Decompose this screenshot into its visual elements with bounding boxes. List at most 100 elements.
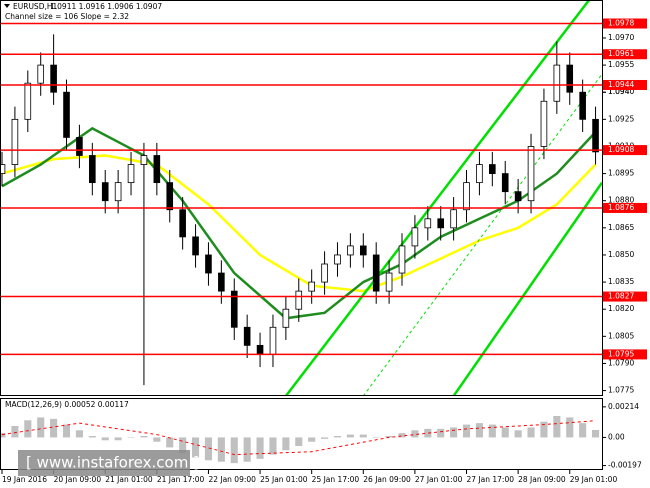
macd-bar: [424, 428, 432, 438]
y-tick-label: 1.0925: [608, 114, 634, 123]
candle-body: [501, 173, 509, 193]
macd-bar: [321, 437, 329, 439]
macd-bar: [501, 427, 509, 438]
candle-body: [37, 64, 45, 84]
main-plot: [1, 1, 602, 395]
candle-body: [166, 182, 174, 211]
y-tick-label: 1.0805: [608, 331, 634, 340]
y-tick-label: 1.0955: [608, 60, 634, 69]
macd-bar: [527, 427, 535, 438]
candle-body: [282, 308, 290, 328]
macd-bar: [514, 430, 522, 438]
candle-body: [11, 118, 19, 165]
candle-body: [489, 164, 496, 174]
macd-bar: [488, 424, 496, 438]
watermark[interactable]: [ www.instaforex.com ]: [26, 454, 199, 472]
candle-body: [114, 182, 122, 202]
candle-body: [450, 209, 457, 229]
candle-body: [63, 91, 70, 138]
macd-bar: [540, 421, 548, 438]
macd-bar: [166, 437, 174, 448]
level-label: 1.0827: [608, 292, 634, 301]
candle-body: [347, 245, 354, 256]
candle-body: [424, 218, 432, 229]
y-tick-label: 1.0835: [608, 277, 634, 286]
macd-bar: [11, 426, 19, 438]
macd-bar: [333, 436, 342, 438]
macd-bar: [269, 437, 277, 455]
macd-bar: [346, 434, 354, 438]
macd-bar: [411, 430, 419, 438]
macd-bar: [462, 424, 471, 438]
candle-body: [295, 290, 303, 310]
macd-bar: [179, 437, 187, 454]
y-tick-label: 0.00: [608, 432, 625, 441]
candle-body: [76, 137, 83, 156]
macd-bar: [37, 417, 45, 438]
macd-bar: [217, 437, 225, 462]
y-tick-label: 1.0865: [608, 223, 634, 232]
candle-body: [527, 146, 535, 202]
candle-body: [566, 64, 574, 93]
candle-body: [218, 272, 225, 292]
macd-bar: [592, 430, 600, 438]
candle-body: [192, 236, 199, 256]
main-panel: [0, 0, 603, 396]
candle-body: [359, 245, 367, 256]
y-tick-label: 1.094: [608, 87, 630, 96]
ohlc-header: 1.0911 1.0916 1.0906 1.0907: [50, 2, 162, 11]
candle-body: [24, 82, 32, 120]
indicator-line: [452, 181, 602, 395]
menu-arrow[interactable]: [4, 4, 10, 8]
candle-body: [398, 245, 406, 274]
candle-body: [463, 182, 470, 211]
candle-body: [308, 281, 315, 292]
indicator-line: [363, 73, 602, 395]
y-tick-label: 1.0940: [608, 87, 634, 96]
macd-bar: [243, 437, 251, 462]
candle-body: [230, 290, 238, 328]
candle-body: [50, 64, 57, 93]
y-tick-label: 1.0775: [608, 386, 634, 395]
macd-bar: [308, 437, 316, 442]
y-tick-label: -0.00197: [608, 461, 642, 470]
macd-title: MACD(12,26,9) 0.00052 0.00117: [5, 400, 129, 409]
macd-bar: [566, 417, 574, 438]
candle-body: [205, 254, 212, 274]
macd-bar: [88, 436, 96, 438]
macd-bar: [437, 428, 445, 438]
level-label: 1.0944: [608, 80, 634, 89]
macd-bar: [75, 430, 83, 438]
x-tick-label: 27 Jan 17:00: [467, 475, 515, 484]
x-tick-label: 21 Jan 01:00: [105, 475, 153, 484]
candle-body: [256, 344, 264, 355]
y-tick-label: 1.0850: [608, 250, 634, 259]
macd-bar: [450, 427, 458, 438]
macd-bar: [230, 437, 238, 464]
level-tag: [603, 18, 647, 29]
candle-body: [127, 164, 135, 184]
x-tick-label: 20 Jan 09:00: [54, 475, 102, 484]
candle-body: [579, 91, 586, 120]
macd-bar: [192, 437, 200, 458]
level-tag: [603, 49, 647, 60]
level-label: 1.0795: [608, 349, 634, 358]
watermark-box: [18, 450, 190, 476]
level-tag: [603, 349, 647, 360]
y-tick-label: 1.0820: [608, 304, 634, 313]
macd-bar: [398, 433, 406, 438]
candle-body: [321, 263, 328, 283]
macd-bar: [359, 434, 367, 438]
macd-bar: [256, 437, 264, 459]
x-tick-label: 19 Jan 2016: [2, 475, 47, 484]
macd-bar: [50, 418, 58, 438]
axes: 1.09701.09551.0941.09401.09251.09101.089…: [1, 18, 647, 484]
y-tick-label: 0.00214: [608, 402, 639, 411]
candle-body: [514, 191, 522, 202]
macd-bar: [385, 436, 393, 438]
candle-body: [437, 218, 445, 229]
candle-body: [334, 254, 341, 265]
candle-body: [592, 118, 599, 153]
macd-bar: [1, 433, 6, 438]
